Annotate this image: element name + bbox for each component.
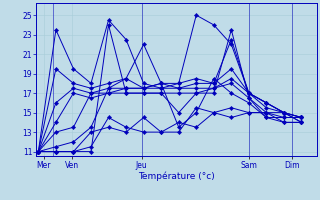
- X-axis label: Température (°c): Température (°c): [138, 171, 215, 181]
